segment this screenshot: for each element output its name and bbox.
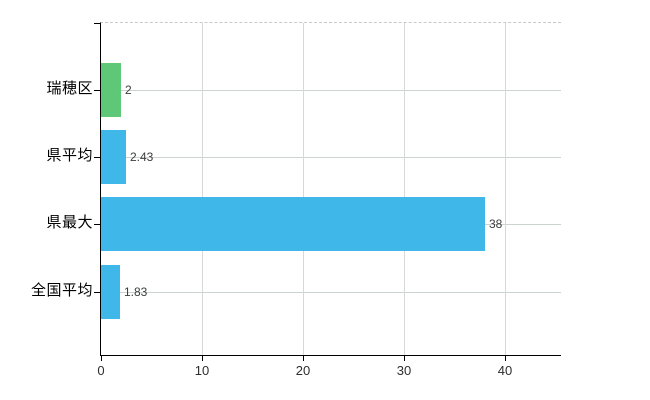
x-tick: [505, 355, 506, 361]
v-gridline: [202, 23, 203, 355]
bar: [101, 130, 126, 184]
category-label: 県最大: [46, 214, 93, 231]
value-label: 38: [489, 217, 503, 231]
v-gridline: [505, 23, 506, 355]
v-gridline: [303, 23, 304, 355]
h-gridline: [101, 292, 561, 293]
bar: [101, 63, 121, 117]
h-gridline: [101, 90, 561, 91]
x-tick: [404, 355, 405, 361]
category-label: 全国平均: [30, 282, 93, 299]
x-tick-label: 30: [396, 363, 412, 378]
x-tick: [202, 355, 203, 361]
y-tick: [94, 292, 100, 293]
value-label: 1.83: [124, 285, 148, 299]
h-gridline: [101, 157, 561, 158]
x-tick-label: 0: [97, 363, 105, 378]
plot-area: 2 2.43 38 1.83 0 10 20 30 40: [94, 22, 561, 378]
bar: [101, 197, 485, 251]
category-label: 瑞穂区: [46, 80, 93, 97]
value-label: 2: [125, 83, 132, 97]
x-tick: [303, 355, 304, 361]
y-tick: [94, 224, 100, 225]
bar: [101, 265, 120, 319]
y-tick: [94, 23, 100, 24]
x-tick-label: 40: [497, 363, 513, 378]
v-gridline: [404, 23, 405, 355]
x-tick-label: 10: [194, 363, 210, 378]
x-tick: [101, 355, 102, 361]
x-tick-label: 20: [295, 363, 311, 378]
category-label: 県平均: [46, 147, 93, 164]
value-label: 2.43: [130, 150, 154, 164]
y-tick: [94, 90, 100, 91]
y-tick: [94, 157, 100, 158]
